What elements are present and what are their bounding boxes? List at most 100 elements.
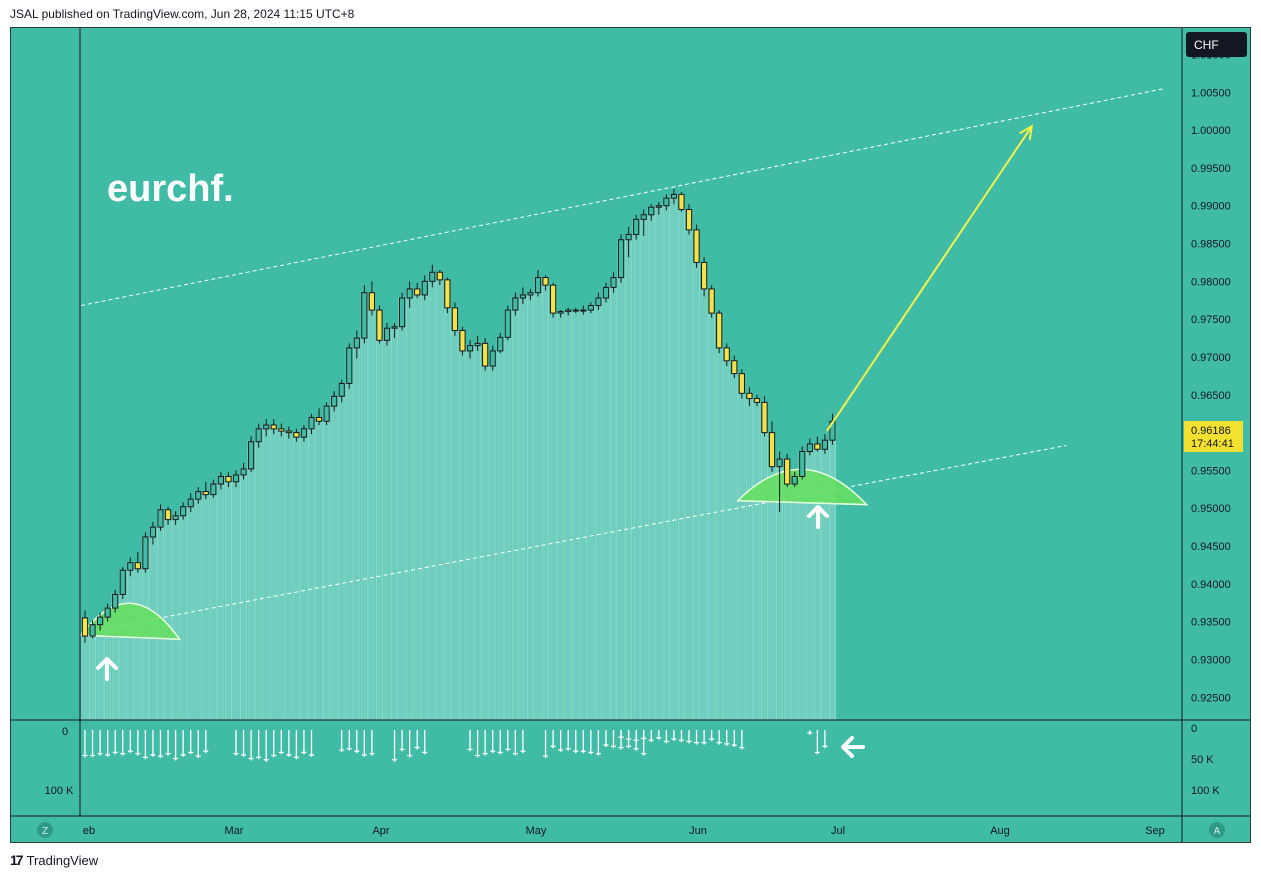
histogram-bar — [285, 432, 293, 721]
histogram-bar — [443, 307, 451, 721]
histogram-bar — [730, 373, 738, 721]
publisher-caption: JSAL published on TradingView.com, Jun 2… — [10, 7, 355, 21]
histogram-bar — [791, 476, 799, 721]
histogram-bar — [829, 421, 836, 721]
price-tick-label: 0.97500 — [1191, 314, 1231, 326]
histogram-bar — [685, 229, 693, 721]
candle-body — [104, 607, 111, 618]
candle-body — [670, 193, 677, 199]
candle-body — [368, 292, 375, 311]
histogram-bar — [738, 393, 746, 721]
candle-body — [285, 430, 292, 434]
candle-body — [466, 345, 474, 352]
histogram-bar — [308, 417, 315, 721]
candle-body — [572, 309, 579, 312]
histogram-bar — [225, 481, 232, 721]
candle-body — [112, 593, 119, 609]
histogram-bar — [783, 483, 791, 721]
candle-body — [225, 475, 232, 483]
price-tick-label: 0.96500 — [1191, 390, 1231, 402]
histogram-bar — [428, 272, 436, 721]
channel-lower-line[interactable] — [80, 444, 1067, 634]
candle-body — [149, 526, 157, 538]
histogram-bar — [753, 402, 761, 721]
candle-body — [172, 515, 179, 521]
candle-body — [195, 491, 202, 500]
chart-frame[interactable]: eurchf. 1.010001.005001.000000.995000.99… — [10, 27, 1251, 843]
candle-body — [814, 443, 821, 450]
candle-body — [648, 206, 655, 216]
histogram-bar — [406, 288, 414, 721]
candle-body — [134, 562, 141, 570]
histogram-bar — [277, 430, 285, 721]
currency-badge[interactable] — [1186, 32, 1247, 57]
histogram-bar — [262, 424, 270, 721]
histogram-bar — [489, 350, 497, 721]
histogram-bar — [587, 305, 595, 721]
time-axis[interactable]: eb Mar Apr May Jun Jul Aug Sep — [83, 825, 1165, 837]
histogram-bar — [549, 312, 557, 721]
histogram-bar — [557, 311, 565, 721]
candle-body — [587, 305, 594, 311]
price-tick-label: 0.95500 — [1191, 465, 1231, 477]
candle-body — [723, 347, 730, 362]
left-arrow-icon — [841, 736, 865, 758]
candle-body — [534, 277, 542, 294]
candle-body — [210, 483, 217, 496]
candle-body — [89, 624, 96, 637]
candle-body — [610, 277, 617, 288]
histogram-bar — [338, 383, 346, 721]
candle-body — [821, 439, 828, 450]
histogram-bar — [640, 214, 648, 721]
histogram-bar — [413, 294, 421, 721]
auto-scale-icon[interactable] — [1209, 822, 1225, 838]
candle-body — [278, 428, 285, 432]
price-tick-label: 1.00000 — [1191, 125, 1231, 137]
histogram-bar — [655, 205, 663, 721]
histogram-bar — [481, 365, 489, 721]
month-label-jun: Jun — [689, 825, 707, 837]
volume-series — [82, 730, 828, 762]
candle-body — [640, 214, 647, 220]
candle-body — [353, 337, 360, 349]
candle-body — [595, 297, 602, 307]
histogram-bar — [459, 350, 466, 721]
histogram-bar — [625, 234, 633, 721]
candle-body — [482, 342, 489, 367]
candle-body — [217, 475, 225, 485]
tradingview-logo[interactable]: 17 TradingView — [10, 852, 98, 868]
candle-body — [565, 309, 572, 313]
histogram-bar — [534, 277, 542, 721]
chart-svg[interactable]: eurchf. 1.010001.005001.000000.995000.99… — [11, 28, 1250, 842]
price-tick-label: 0.98000 — [1191, 276, 1231, 288]
histogram-bar — [398, 297, 406, 721]
tradingview-brand-label: TradingView — [26, 852, 99, 868]
auto-scale-label: A — [1214, 826, 1221, 837]
channel-upper-line[interactable] — [80, 88, 1165, 307]
histogram-bar — [504, 309, 512, 721]
projection-arrow[interactable] — [826, 124, 1034, 432]
histogram-bar — [527, 292, 534, 721]
histogram-bar — [542, 284, 549, 721]
histogram-bar — [292, 436, 300, 721]
price-tick-label: 0.94000 — [1191, 579, 1231, 591]
candle-body — [406, 288, 413, 299]
candle-body — [799, 451, 806, 477]
candle-body — [617, 239, 625, 279]
candle-body — [187, 498, 194, 508]
histogram-bar — [708, 312, 716, 721]
month-label-sep: Sep — [1145, 825, 1165, 837]
histogram-bar — [496, 337, 504, 721]
histogram-bar — [164, 519, 172, 721]
histogram-bar — [564, 309, 572, 721]
candle-body — [293, 432, 300, 438]
timezone-toggle-icon[interactable] — [37, 822, 53, 838]
histogram-bar — [466, 345, 474, 721]
candle-body — [685, 209, 693, 231]
price-axis[interactable]: 1.010001.005001.000000.995000.990000.985… — [1191, 49, 1231, 704]
volume-left-tick-100k: 100 K — [45, 785, 74, 797]
histogram-bar — [89, 624, 96, 721]
candle-body — [308, 416, 315, 430]
candle-body — [602, 286, 610, 299]
histogram-bar — [768, 466, 776, 721]
